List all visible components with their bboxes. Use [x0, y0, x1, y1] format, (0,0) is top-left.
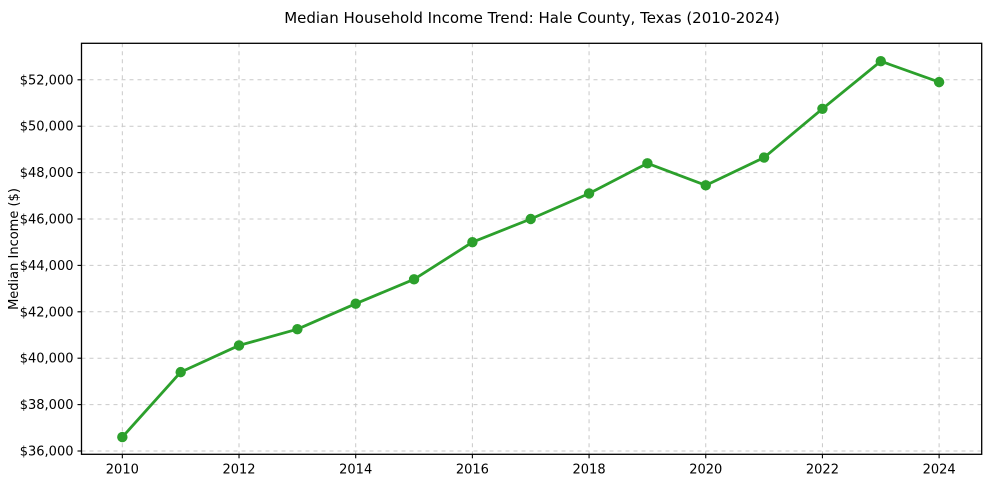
y-tick-label: $50,000 — [20, 120, 74, 135]
y-tick-label: $48,000 — [20, 166, 74, 181]
x-tick-label: 2024 — [923, 462, 956, 477]
data-point-2014 — [350, 298, 361, 309]
trend-line — [120, 59, 941, 439]
y-axis-label: Median Income ($) — [7, 188, 22, 310]
data-point-2024 — [933, 76, 945, 88]
x-tick-label: 2018 — [573, 462, 606, 477]
data-point-2012 — [233, 340, 245, 351]
y-tick-label: $36,000 — [20, 445, 74, 460]
data-point-2021 — [758, 152, 770, 163]
axes-spines — [80, 42, 983, 455]
data-point-2010 — [117, 431, 128, 443]
x-tick-label: 2016 — [456, 462, 489, 477]
data-point-2018 — [583, 188, 595, 199]
data-point-2017 — [525, 213, 536, 225]
x-tick-label: 2014 — [339, 462, 372, 477]
y-tick-label: $42,000 — [20, 305, 74, 320]
x-tick-label: 2012 — [222, 462, 255, 477]
data-point-2016 — [467, 236, 478, 248]
y-tick-label: $44,000 — [20, 259, 74, 274]
data-point-2020 — [700, 180, 711, 191]
data-point-2011 — [175, 366, 186, 378]
data-point-2022 — [817, 103, 828, 114]
y-tick-label: $38,000 — [20, 398, 74, 413]
data-point-2023 — [875, 56, 886, 67]
x-tick-label: 2020 — [689, 462, 722, 477]
data-point-2013 — [292, 324, 303, 335]
x-tick-label: 2010 — [106, 462, 139, 477]
data-point-2015 — [408, 274, 420, 285]
y-tick-label: $40,000 — [20, 352, 74, 367]
y-tick-label: $46,000 — [20, 212, 74, 227]
y-tick-label: $52,000 — [20, 73, 74, 88]
x-tick-label: 2022 — [806, 462, 839, 477]
data-point-2019 — [642, 158, 653, 169]
chart-title: Median Household Income Trend: Hale Coun… — [284, 9, 780, 27]
